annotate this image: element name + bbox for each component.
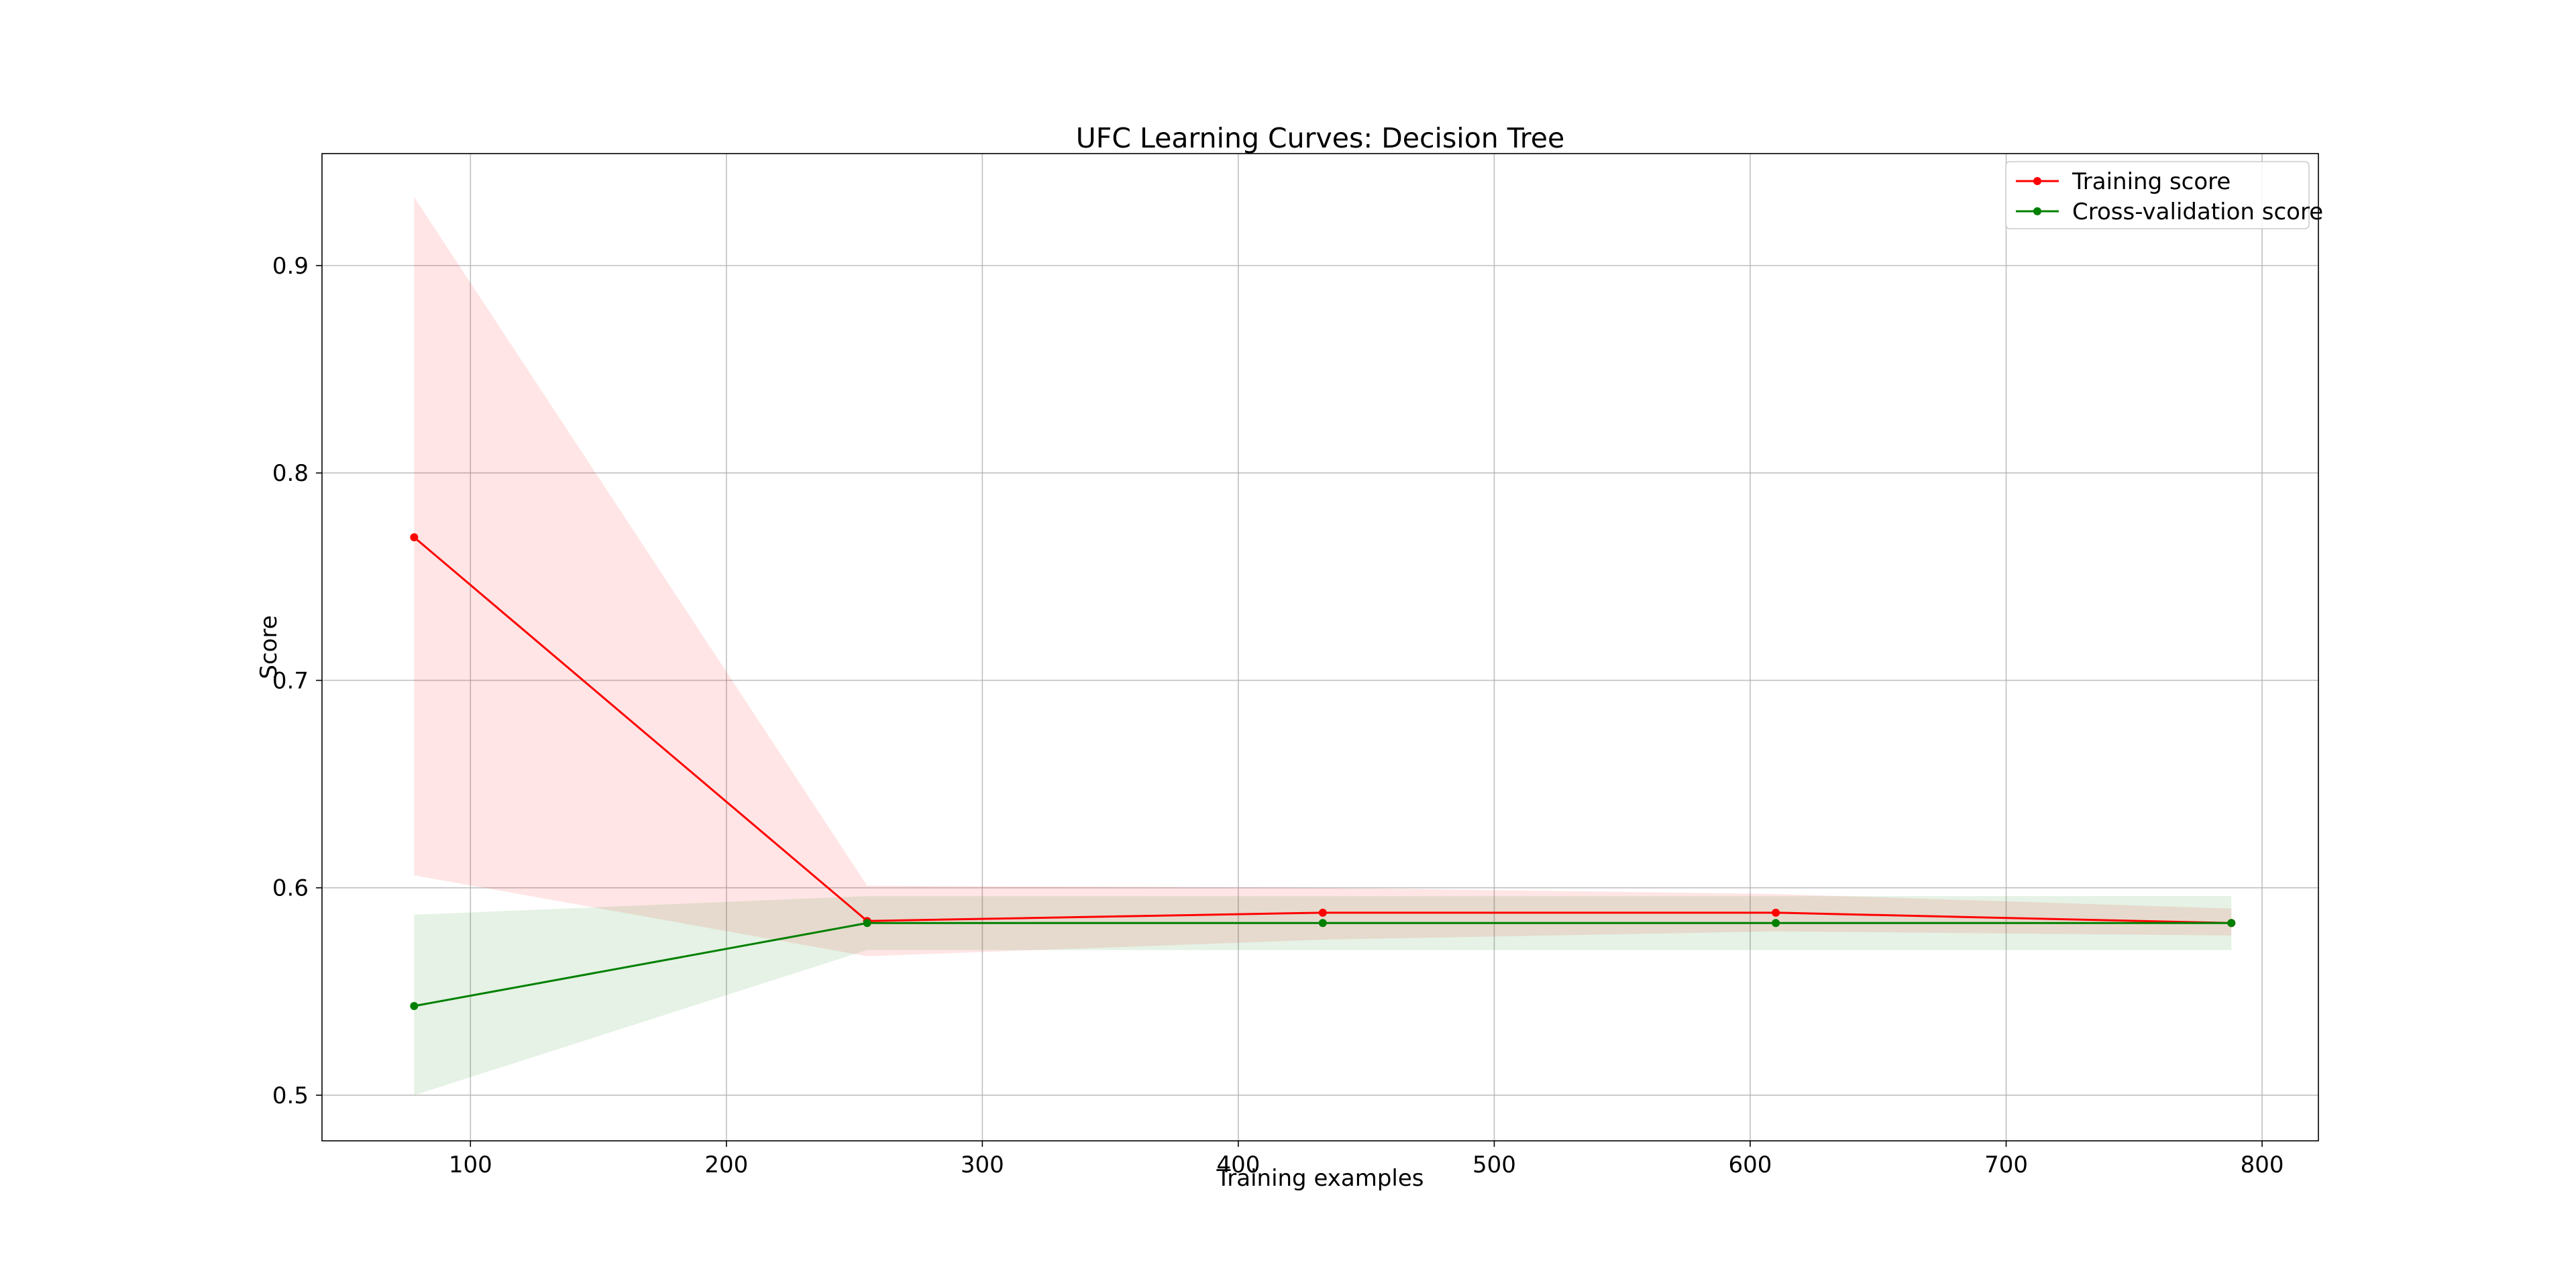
x-tick-label: 700 (1984, 1152, 2028, 1178)
legend-label: Cross-validation score (2072, 199, 2323, 225)
series-1-std-band (414, 896, 2232, 1095)
legend-label: Training score (2072, 168, 2231, 195)
legend: Training score Cross-validation score (2005, 161, 2323, 229)
series-1-point (1318, 919, 1327, 928)
y-axis-label: Score (256, 615, 282, 679)
series-0-point (1772, 908, 1780, 917)
y-tick-label: 0.6 (272, 875, 309, 902)
series-0-std-band (414, 197, 2232, 956)
x-tick-label: 100 (449, 1152, 492, 1178)
legend-box (2005, 161, 2310, 229)
legend-swatch-marker (2033, 207, 2041, 215)
x-tick-label: 300 (961, 1152, 1004, 1178)
series-1-point (410, 1001, 419, 1010)
x-tick-label: 800 (2241, 1152, 2284, 1178)
plot-frame (321, 153, 2319, 1141)
y-axis-ticks: 0.5 0.6 0.7 0.8 0.9 (272, 253, 322, 1109)
x-axis-ticks: 100 200 300 400 500 600 700 800 (449, 1141, 2284, 1178)
x-tick-label: 400 (1216, 1152, 1260, 1178)
y-tick-label: 0.8 (272, 460, 309, 487)
grid (322, 154, 2318, 1141)
y-tick-label: 0.7 (272, 667, 309, 694)
chart-title: UFC Learning Curves: Decision Tree (1076, 122, 1564, 154)
score-bands (414, 197, 2232, 1095)
x-tick-label: 500 (1472, 1152, 1516, 1178)
series-0-point (410, 533, 419, 542)
score-lines (410, 533, 2236, 1010)
legend-swatch-marker (2033, 177, 2041, 185)
x-tick-label: 200 (704, 1152, 748, 1178)
y-tick-label: 0.9 (272, 253, 309, 280)
x-tick-label: 600 (1729, 1152, 1772, 1178)
series-1-point (2227, 919, 2236, 928)
y-tick-label: 0.5 (272, 1082, 309, 1109)
x-axis-label: Training examples (1216, 1165, 1424, 1192)
series-1-point (1772, 919, 1780, 928)
series-1-point (863, 919, 871, 928)
series-0-point (1318, 908, 1327, 917)
